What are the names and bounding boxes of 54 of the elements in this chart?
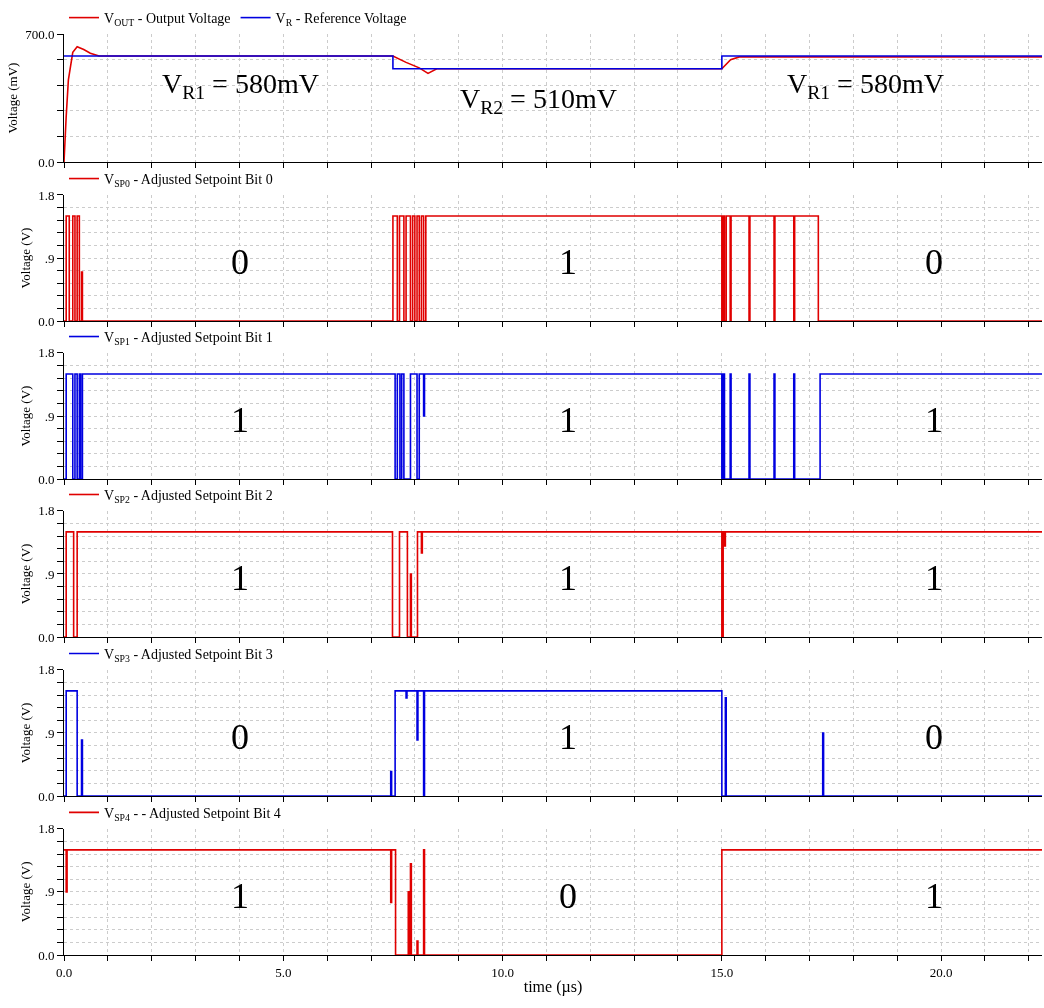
annotation: 1 bbox=[559, 717, 577, 757]
y-tick-label: 0.0 bbox=[38, 154, 55, 170]
annotation: 1 bbox=[231, 876, 249, 916]
y-tick-label: 700.0 bbox=[25, 26, 55, 42]
annotation: 0 bbox=[559, 876, 577, 916]
y-tick-label: .9 bbox=[44, 566, 55, 582]
annotation: 1 bbox=[231, 558, 249, 598]
legend-label: V$_{R}$ - Reference Voltage bbox=[275, 11, 407, 28]
annotation: 0 bbox=[925, 242, 943, 282]
annotation: 1 bbox=[925, 400, 943, 440]
y-tick-label: 0.0 bbox=[38, 788, 55, 804]
y-tick-label: 0.0 bbox=[38, 629, 55, 645]
y-tick-label: 0.0 bbox=[38, 947, 55, 963]
y-tick-label: .9 bbox=[44, 250, 55, 266]
annotation: V$_{R2}$ = 510mV bbox=[460, 83, 617, 118]
y-axis-title: Voltage (mV) bbox=[5, 62, 21, 134]
y-tick-label: 1.8 bbox=[38, 345, 55, 361]
y-tick-label: 1.8 bbox=[38, 662, 55, 678]
legend-label: V$_{SP3}$ - Adjusted Setpoint Bit 3 bbox=[104, 646, 273, 664]
annotation: 1 bbox=[559, 400, 577, 440]
annotation: 0 bbox=[231, 717, 249, 757]
y-tick-label: 0.0 bbox=[38, 471, 55, 487]
x-tick-label: 10.0 bbox=[491, 964, 514, 980]
y-tick-label: .9 bbox=[44, 408, 55, 424]
annotation: 1 bbox=[925, 558, 943, 598]
y-axis-title: Voltage (V) bbox=[18, 385, 34, 447]
y-tick-label: 0.0 bbox=[38, 313, 55, 329]
annotation: 0 bbox=[231, 242, 249, 282]
legend-label: V$_{SP0}$ - Adjusted Setpoint Bit 0 bbox=[104, 172, 273, 189]
annotation: 0 bbox=[925, 717, 943, 757]
legend-label: V$_{SP1}$ - Adjusted Setpoint Bit 1 bbox=[104, 329, 273, 347]
legend-label: V$_{SP2}$ - Adjusted Setpoint Bit 2 bbox=[104, 487, 273, 505]
y-tick-label: 1.8 bbox=[38, 821, 55, 837]
y-axis-title: Voltage (V) bbox=[18, 543, 34, 605]
annotation: 1 bbox=[559, 242, 577, 282]
y-axis-title: Voltage (V) bbox=[18, 702, 34, 764]
annotation: V$_{R1}$ = 580mV bbox=[162, 68, 319, 103]
x-tick-label: 15.0 bbox=[710, 964, 734, 980]
x-tick-label: 20.0 bbox=[929, 964, 953, 980]
legend-label: V$_{OUT}$ - Output Voltage bbox=[104, 11, 231, 28]
legend-label: V$_{SP4}$ - - Adjusted Setpoint Bit 4 bbox=[104, 805, 281, 823]
x-tick-label: 5.0 bbox=[275, 964, 292, 980]
annotation: 1 bbox=[231, 400, 249, 440]
y-axis-title: Voltage (V) bbox=[18, 227, 34, 289]
y-axis-title: Voltage (V) bbox=[18, 861, 34, 923]
x-axis-title: time (µs) bbox=[523, 978, 583, 997]
y-tick-label: 1.8 bbox=[38, 503, 55, 519]
annotation: V$_{R1}$ = 580mV bbox=[787, 68, 944, 103]
y-tick-label: .9 bbox=[44, 884, 55, 900]
x-tick-label: 0.0 bbox=[55, 964, 73, 980]
annotation: 1 bbox=[925, 876, 943, 916]
y-tick-label: .9 bbox=[44, 725, 55, 741]
y-tick-label: 1.8 bbox=[38, 187, 55, 203]
annotation: 1 bbox=[559, 558, 577, 598]
